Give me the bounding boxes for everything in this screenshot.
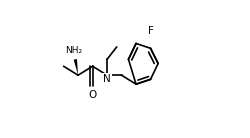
Polygon shape <box>74 59 78 75</box>
Text: N: N <box>103 74 111 84</box>
Text: F: F <box>148 26 154 36</box>
Text: NH₂: NH₂ <box>66 46 82 55</box>
Text: O: O <box>88 90 97 100</box>
Text: N: N <box>103 74 111 84</box>
Text: O: O <box>88 90 97 100</box>
